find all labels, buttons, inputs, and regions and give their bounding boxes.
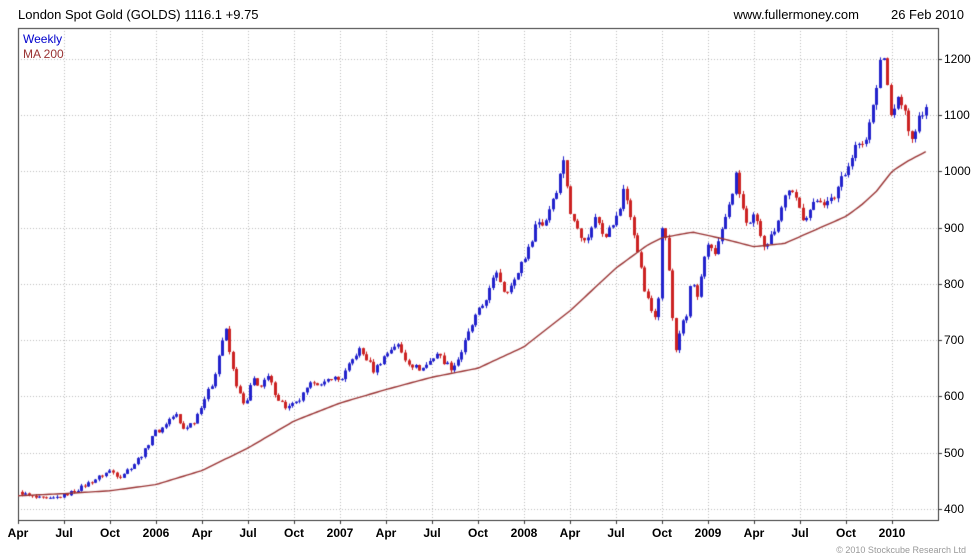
- legend-weekly: Weekly: [23, 32, 63, 46]
- x-axis-label: 2008: [510, 526, 538, 540]
- chart-area: Weekly MA 200 400 500 600 700 800 900 1000 1100…: [0, 26, 980, 560]
- chart-title: London Spot Gold (GOLDS) 1116.1 +9.75: [18, 6, 259, 22]
- x-axis-label: Apr: [7, 526, 29, 540]
- x-axis-label: Jul: [791, 526, 809, 540]
- y-axis-label: 700: [944, 333, 965, 348]
- y-axis-label: 500: [944, 445, 965, 460]
- x-axis-label: Apr: [191, 526, 213, 540]
- chart-legend: Weekly MA 200: [23, 32, 64, 62]
- x-axis-label: Oct: [283, 526, 305, 540]
- x-axis-label: Oct: [467, 526, 489, 540]
- x-axis-label: Oct: [651, 526, 673, 540]
- legend-ma200: MA 200: [23, 47, 64, 61]
- y-axis-label: 400: [944, 501, 965, 516]
- x-axis-label: Apr: [743, 526, 765, 540]
- y-axis-label: 800: [944, 276, 965, 291]
- x-axis-label: Jul: [423, 526, 441, 540]
- x-axis-label: Jul: [607, 526, 625, 540]
- y-axis-label: 1000: [944, 164, 971, 179]
- x-axis-label: Oct: [99, 526, 121, 540]
- copyright-notice: © 2010 Stockcube Research Ltd: [836, 545, 966, 555]
- x-axis-label: Apr: [375, 526, 397, 540]
- y-axis-label: 600: [944, 389, 965, 404]
- header-bar: London Spot Gold (GOLDS) 1116.1 +9.75 ww…: [0, 0, 980, 26]
- x-axis-label: Jul: [55, 526, 73, 540]
- y-axis-label: 1100: [944, 108, 970, 123]
- x-axis-label: Apr: [559, 526, 581, 540]
- y-axis-label: 900: [944, 220, 965, 235]
- date-label: 26 Feb 2010: [890, 6, 964, 22]
- x-axis-label: 2007: [326, 526, 354, 540]
- x-axis-label: 2009: [694, 526, 722, 540]
- x-axis-label: Jul: [239, 526, 257, 540]
- y-axis-label: 1200: [944, 51, 971, 66]
- x-axis-label: Oct: [835, 526, 857, 540]
- x-axis-label: 2006: [142, 526, 170, 540]
- website-link[interactable]: www.fullermoney.com: [733, 6, 859, 22]
- x-axis-label: 2010: [878, 526, 906, 540]
- price-chart-canvas: [0, 26, 980, 560]
